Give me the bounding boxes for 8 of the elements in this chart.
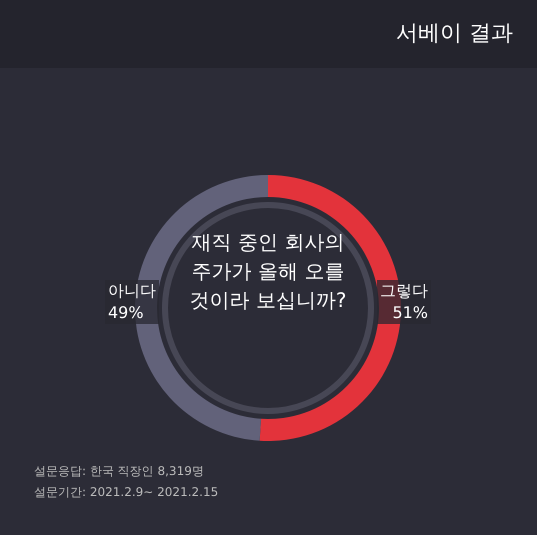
text: 설문기간: 2021.2.9~ 2021.2.15 bbox=[34, 484, 218, 501]
text: 설문응답: 한국 직장인 8,319명 bbox=[34, 463, 204, 480]
slice-label: 그렇다 bbox=[380, 280, 428, 302]
text: 재직 중인 회사의 주가가 올해 오를 것이라 보십니까? bbox=[188, 229, 348, 314]
slice-label: 아니다 bbox=[108, 280, 156, 302]
chart-title: 서베이 결과 bbox=[396, 20, 513, 48]
data-label: 49% bbox=[108, 302, 145, 324]
data-label: 51% bbox=[391, 302, 428, 324]
